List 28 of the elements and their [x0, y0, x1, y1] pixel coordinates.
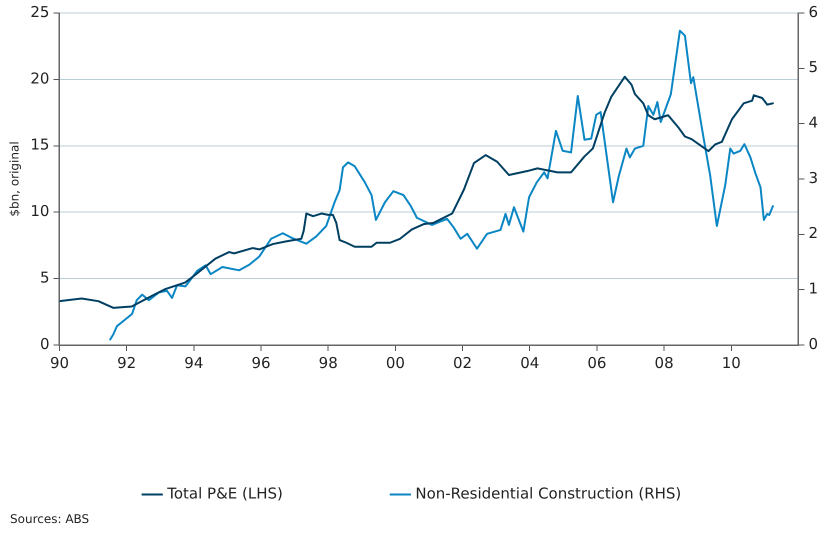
y2-tick-label: 1 — [808, 280, 818, 298]
x-tick-label: 98 — [318, 354, 338, 372]
y-tick-label: 25 — [30, 2, 50, 21]
x-tick-label: 96 — [251, 354, 271, 372]
source-note: Sources: ABS — [10, 512, 90, 526]
y2-tick-label: 3 — [808, 168, 818, 187]
y-tick-label: 10 — [30, 202, 50, 220]
y-tick-label: 5 — [40, 268, 50, 286]
x-tick-label: 08 — [654, 354, 674, 372]
y2-tick-label: 4 — [808, 114, 818, 132]
y2-tick-label: 5 — [808, 58, 818, 76]
y2-tick-label: 6 — [808, 2, 818, 21]
y2-tick-label: 0 — [808, 334, 818, 353]
x-tick-label: 00 — [386, 354, 405, 372]
x-tick-label: 90 — [50, 354, 70, 372]
legend-label: Total P&E (LHS) — [166, 484, 283, 502]
y-tick-label: 20 — [30, 69, 50, 88]
x-tick-label: 92 — [117, 354, 136, 372]
y-axis-title: $bn, original — [7, 141, 22, 217]
y2-tick-label: 2 — [808, 224, 818, 242]
x-tick-label: 06 — [587, 354, 606, 372]
x-tick-label: 02 — [453, 354, 472, 372]
legend-label: Non-Residential Construction (RHS) — [415, 484, 682, 502]
y-tick-label: 15 — [30, 136, 50, 154]
y-tick-label: 0 — [40, 334, 50, 353]
x-tick-label: 04 — [520, 354, 540, 372]
x-tick-label: 10 — [722, 354, 741, 372]
x-tick-label: 94 — [184, 354, 204, 372]
